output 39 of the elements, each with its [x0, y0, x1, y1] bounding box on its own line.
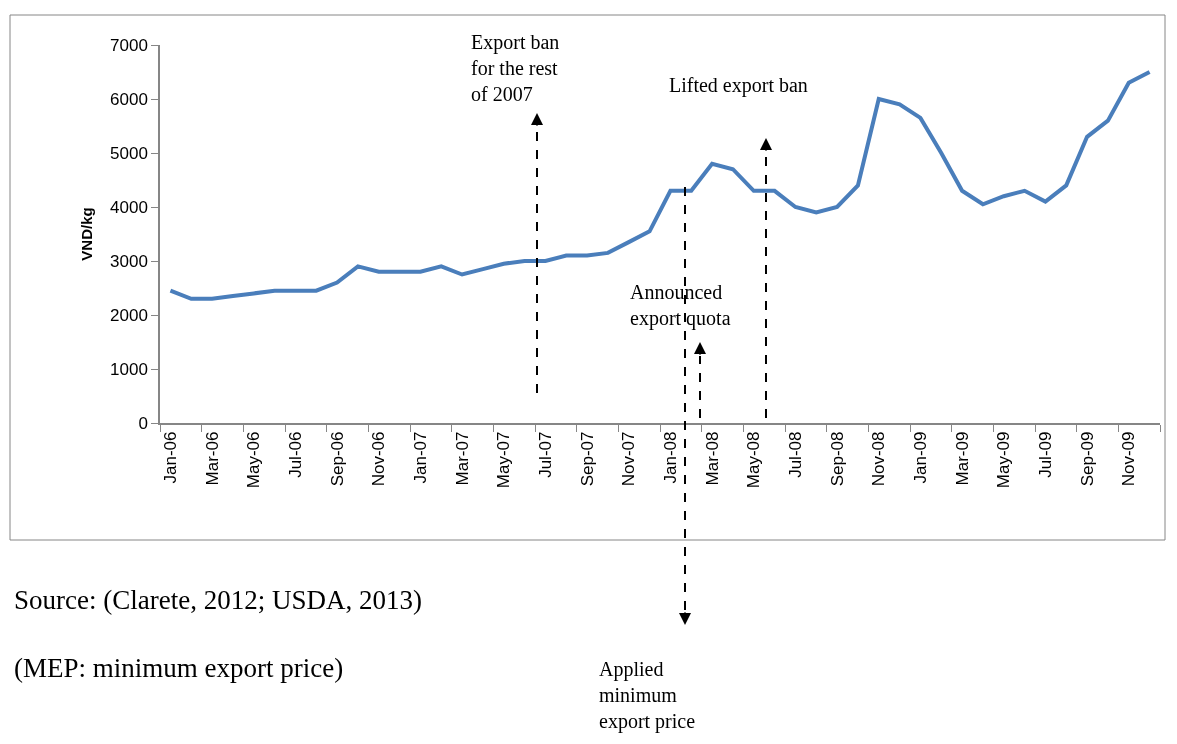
x-tick-label: Mar-08 — [702, 431, 722, 486]
x-tick-label: Mar-09 — [952, 431, 972, 486]
x-tick-label: Sep-06 — [327, 431, 347, 487]
y-tick-label: 7000 — [110, 35, 148, 55]
annotation: Lifted export ban — [669, 74, 808, 97]
x-tick-label: Jul-09 — [1035, 431, 1055, 478]
x-tick-label: Jul-08 — [785, 431, 805, 478]
x-tick-label: Nov-09 — [1119, 431, 1139, 487]
x-tick-label: Sep-07 — [577, 431, 597, 487]
text: Applied minimum export price — [599, 658, 696, 733]
y-tick-label: 5000 — [110, 143, 148, 163]
x-tick-label: May-07 — [494, 431, 514, 489]
y-tick-label: 1000 — [110, 359, 148, 379]
x-tick-label: May-08 — [744, 431, 764, 489]
x-tick-label: Nov-07 — [619, 431, 639, 487]
x-tick-label: May-06 — [244, 431, 264, 489]
x-tick-label: Sep-09 — [1077, 431, 1097, 487]
y-tick-label: 4000 — [110, 197, 148, 217]
y-tick-label: 2000 — [110, 305, 148, 325]
x-tick-label: Jan-09 — [910, 431, 930, 484]
x-tick-label: May-09 — [994, 431, 1014, 489]
x-tick-label: Sep-08 — [827, 431, 847, 487]
y-axis-title: VND/kg — [77, 207, 95, 261]
x-tick-label: Mar-06 — [202, 431, 222, 486]
annotation: Export ban for the rest of 2007 — [471, 31, 560, 105]
x-tick-label: Jan-06 — [160, 431, 180, 484]
annotation: Announced export quota — [630, 281, 731, 330]
x-tick-label: Jul-06 — [285, 431, 305, 478]
text: (MEP: minimum export price) — [14, 653, 344, 683]
y-tick-label: 3000 — [110, 251, 148, 271]
x-tick-label: Nov-08 — [869, 431, 889, 487]
x-tick-label: Mar-07 — [452, 431, 472, 486]
x-tick-label: Nov-06 — [369, 431, 389, 487]
y-tick-label: 0 — [138, 413, 148, 433]
source-note: Source: (Clarete, 2012; USDA, 2013) — [14, 585, 422, 615]
y-tick-label: 6000 — [110, 89, 148, 109]
x-tick-label: Jan-07 — [410, 431, 430, 484]
x-tick-label: Jan-08 — [660, 431, 680, 484]
x-tick-label: Jul-07 — [535, 431, 555, 478]
